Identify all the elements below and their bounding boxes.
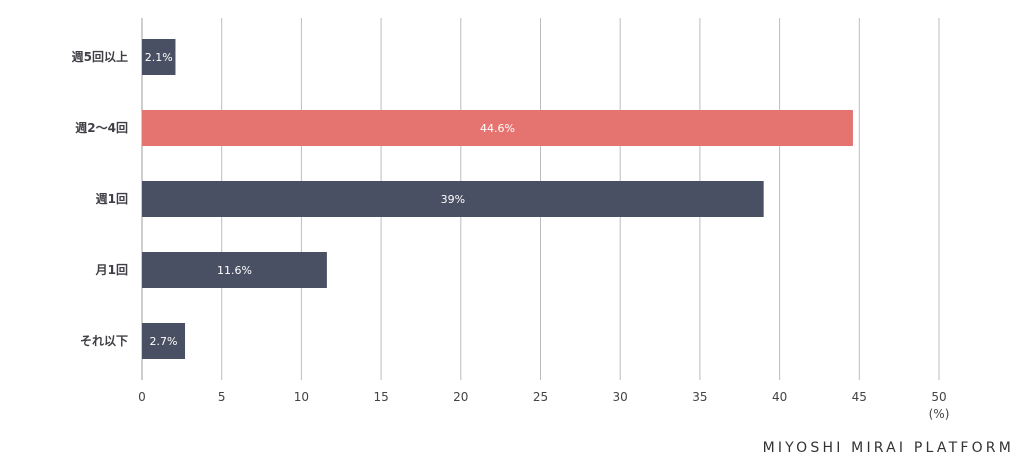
x-axis-unit-label: (%): [929, 407, 950, 421]
bar: [142, 110, 853, 146]
category-label: 週2〜4回: [75, 120, 128, 135]
platform-watermark: MIYOSHI MIRAI PLATFORM: [762, 440, 1014, 456]
data-label: 2.1%: [145, 51, 173, 64]
category-label: 月1回: [95, 263, 128, 277]
x-tick-label: 50: [931, 390, 946, 404]
x-tick-label: 10: [294, 390, 309, 404]
category-label: 週5回以上: [72, 49, 128, 64]
x-tick-label: 20: [453, 390, 468, 404]
data-label: 44.6%: [480, 122, 515, 135]
x-tick-label: 25: [533, 390, 548, 404]
labels: 0 5 10 15 20 25 30 35 40 45 50 週5回以上 2.1% 週2〜4回 44.6% 週…: [72, 49, 947, 404]
x-tick-label: 35: [692, 390, 707, 404]
data-label: 11.6%: [217, 264, 252, 277]
x-tick-label: 40: [772, 390, 787, 404]
bar: [142, 323, 186, 359]
x-tick-label: 5: [218, 390, 226, 404]
x-tick-label: 45: [852, 390, 867, 404]
bar: [142, 252, 327, 288]
data-label: 39%: [441, 193, 465, 206]
data-label: 2.7%: [150, 335, 178, 348]
x-tick-label: 15: [373, 390, 388, 404]
bars: [142, 39, 853, 359]
x-tick-label: 0: [138, 390, 146, 404]
bar: [142, 39, 176, 75]
x-tick-label: 30: [613, 390, 628, 404]
category-label: それ以下: [80, 334, 128, 348]
bar: [142, 181, 764, 217]
category-label: 週1回: [96, 191, 128, 206]
